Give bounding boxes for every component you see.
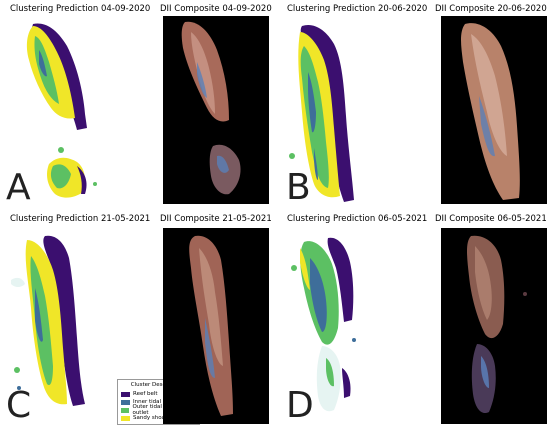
composite-title-a: DII Composite 04-09-2020 [160,4,272,14]
legend-label: Reef belt [133,391,158,397]
legend-label: Outer tidal channel outlet [132,404,186,416]
panel-letter-c: C [6,385,32,426]
legend-item: Sandy shoals [118,414,199,422]
cluster-map-c [5,228,140,424]
legend-label: Sandy shoals [133,415,170,421]
cluster-title-c: Clustering Prediction 21-05-2021 [10,214,151,224]
panel-letter-d: D [286,385,314,426]
panel-letter-a: A [6,167,31,208]
composite-image-b [441,16,547,204]
legend-item: Inner tidal channel [118,398,199,406]
cluster-map-a [5,16,140,204]
cluster-title-d: Clustering Prediction 06-05-2021 [287,214,428,224]
panel-letter-b: B [286,167,311,208]
legend-swatch [121,391,130,397]
cluster-title-b: Clustering Prediction 20-06-2020 [287,4,428,14]
legend-item: Outer tidal channel outlet [118,404,199,416]
legend-swatch [121,399,130,405]
legend-swatch [121,415,130,421]
legend-title: Cluster Descriptions [130,382,187,388]
cluster-map-d [282,228,420,424]
composite-title-c: DII Composite 21-05-2021 [160,214,272,224]
composite-image-d [441,228,547,424]
legend-swatch [121,407,130,413]
cluster-map-b [282,16,420,204]
composite-title-d: DII Composite 06-05-2021 [435,214,547,224]
composite-image-c [163,228,269,424]
cluster-title-a: Clustering Prediction 04-09-2020 [10,4,151,14]
legend-item: Reef belt [118,390,199,398]
legend-label: Inner tidal channel [133,399,185,405]
composite-image-a [163,16,269,204]
composite-title-b: DII Composite 20-06-2020 [435,4,547,14]
